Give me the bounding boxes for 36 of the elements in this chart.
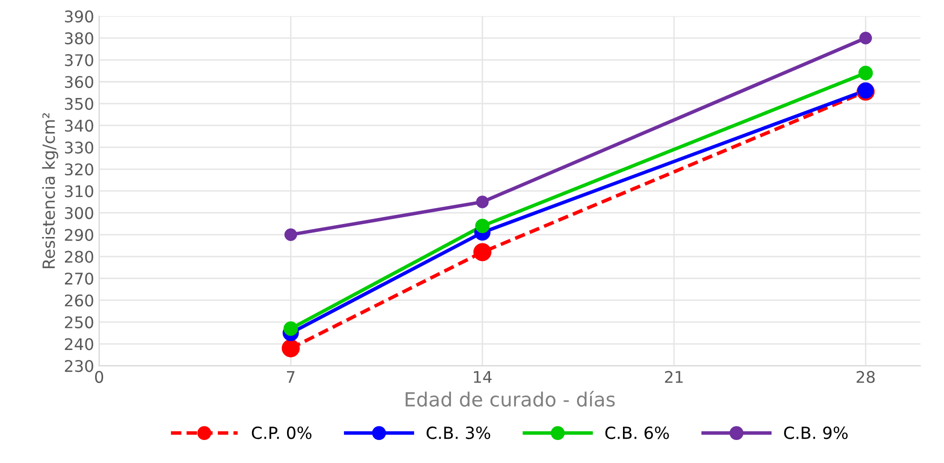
legend-label: C.B. 6% xyxy=(605,426,669,440)
y-tick-label: 270 xyxy=(64,272,94,285)
y-tick-label: 260 xyxy=(64,294,94,307)
point xyxy=(475,218,490,234)
point xyxy=(284,228,298,242)
point xyxy=(282,339,300,358)
y-tick-label: 370 xyxy=(64,54,94,66)
point xyxy=(858,66,873,80)
point xyxy=(473,243,492,262)
y-tick-label: 320 xyxy=(64,163,94,176)
legend-label: C.B. 9% xyxy=(784,426,848,440)
y-tick-label: 280 xyxy=(64,250,94,263)
legend-label: C.P. 0% xyxy=(252,426,312,440)
x-tick-label: 21 xyxy=(665,370,683,383)
y-tick-label: 290 xyxy=(64,228,94,241)
y-axis-title: Resistencia kg/cm² xyxy=(42,113,58,268)
point xyxy=(476,196,489,208)
y-tick-label: 360 xyxy=(64,76,94,88)
y-tick-label: 240 xyxy=(64,338,94,350)
legend-label: C.B. 3% xyxy=(426,426,490,440)
y-tick-label: 300 xyxy=(64,207,94,220)
x-tick-label: 14 xyxy=(474,371,492,383)
x-axis-title: Edad de curado - días xyxy=(406,390,615,407)
y-tick-label: 390 xyxy=(64,10,94,22)
x-tick-label: 7 xyxy=(286,371,294,383)
y-tick-label: 230 xyxy=(64,360,94,372)
y-tick-label: 330 xyxy=(64,142,94,154)
y-tick-label: 380 xyxy=(64,32,94,44)
y-tick-label: 340 xyxy=(64,120,94,132)
point xyxy=(859,32,872,44)
y-tick-label: 250 xyxy=(64,316,94,328)
y-tick-label: 350 xyxy=(64,98,94,110)
x-tick-label: 28 xyxy=(856,370,875,383)
y-tick-label: 310 xyxy=(64,185,94,198)
point xyxy=(284,321,298,336)
x-tick-label: 0 xyxy=(95,370,104,383)
